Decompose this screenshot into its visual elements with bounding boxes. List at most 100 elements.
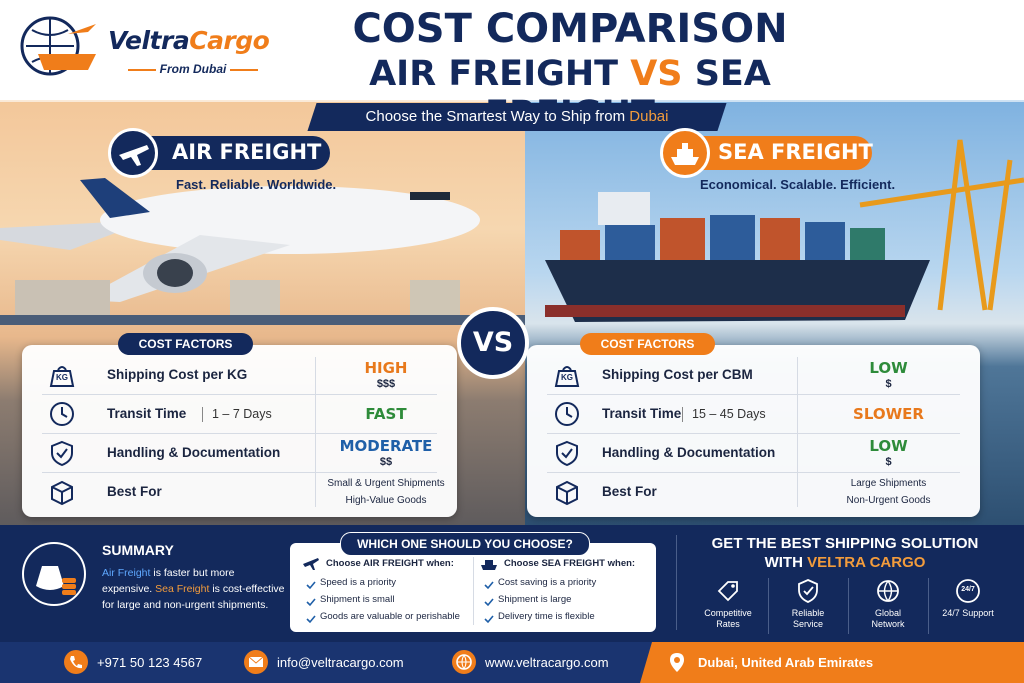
summary-icon (22, 542, 86, 606)
cta-title-1: GET THE BEST SHIPPING SOLUTION (711, 535, 979, 552)
cost-level: $$ (379, 456, 393, 468)
check-icon (484, 611, 494, 624)
cta-title: GET THE BEST SHIPPING SOLUTION WITH VELTR… (685, 534, 1005, 572)
brand-tagline-wrap: From Dubai (108, 62, 278, 76)
feature-label: 24/7 Support (942, 608, 994, 618)
choose-item: Shipment is large (498, 594, 572, 605)
subtitle: Choose the Smartest Way to Ship from Dub… (312, 103, 722, 131)
check-icon (306, 594, 316, 607)
row-divider (547, 433, 960, 434)
header (0, 0, 1024, 102)
row-divider (42, 433, 437, 434)
choose-item: Speed is a priority (320, 577, 397, 588)
brand-logo (20, 16, 96, 76)
rating: HIGH (364, 359, 408, 377)
factor-icon (553, 478, 581, 506)
choose-title: WHICH ONE SHOULD YOU CHOOSE? (340, 532, 590, 556)
choose-item: Shipment is small (320, 594, 395, 605)
feature-icon (875, 578, 901, 604)
factor: Transit Time (602, 406, 682, 421)
sea-label: SEA FREIGHT (718, 140, 873, 164)
best-for-item: Non-Urgent Goods (846, 495, 931, 506)
factor: Shipping Cost per KG (107, 367, 248, 382)
sea-label-bg (690, 136, 872, 170)
rating: SLOWER (853, 405, 924, 423)
factor-icon (48, 478, 76, 506)
brand-name: VeltraCargo (108, 26, 270, 55)
factor: Handling & Documentation (602, 445, 776, 460)
factor: Shipping Cost per CBM (602, 367, 753, 382)
cost-level: $ (885, 378, 892, 390)
row-divider (547, 394, 960, 395)
transit-note: 15 – 45 Days (692, 407, 766, 421)
factor-icon: KG (48, 361, 76, 389)
icon-text: KG (561, 373, 573, 382)
best-for-item: Large Shipments (850, 478, 927, 489)
footer-web: www.veltracargo.com (485, 655, 609, 670)
feature-label: Competitive Rates (704, 608, 752, 629)
factor: Best For (602, 484, 657, 499)
icon-text: KG (56, 373, 68, 382)
title-vs: VS (630, 54, 683, 94)
column-divider (473, 557, 474, 625)
air-cost-card: KG Shipping Cost per KG HIGH $$$ Transit Tim… (22, 345, 457, 517)
footer-location-bg (640, 642, 1024, 683)
rating: FAST (365, 405, 407, 423)
choose-item: Cost saving is a priority (498, 577, 597, 588)
summary-title: SUMMARY (102, 542, 174, 558)
choose-icon (302, 555, 320, 571)
choose-item: Delivery time is flexible (498, 611, 595, 622)
note-separator (682, 407, 683, 422)
factor-icon (48, 400, 76, 428)
choose-box: Choose AIR FREIGHT when: Speed is a prior… (290, 543, 656, 632)
summary-sea: Sea Freight (155, 583, 210, 595)
sea-icon (660, 128, 710, 178)
choose-icon (480, 555, 498, 571)
column-divider (797, 357, 798, 507)
column-divider (315, 357, 316, 507)
feature-icon (795, 578, 821, 604)
summary-air-text: is faster but more expensive. (102, 567, 235, 595)
check-icon (306, 611, 316, 624)
feature-divider (768, 578, 769, 634)
feature-divider (928, 578, 929, 634)
summary-sea-text: is cost-effective for large and non-urge… (102, 583, 285, 611)
factor-icon (553, 439, 581, 467)
summary-air: Air Freight (102, 567, 151, 579)
check-icon (484, 594, 494, 607)
rating: MODERATE (339, 437, 433, 455)
footer-phone: +971 50 123 4567 (97, 655, 203, 670)
subtitle-place: Dubai (629, 108, 669, 125)
factor-icon (553, 400, 581, 428)
transit-note: 1 – 7 Days (212, 407, 272, 421)
phone-icon (64, 650, 88, 674)
cta-title-2a: WITH (764, 554, 803, 571)
cost-level: $ (885, 456, 892, 468)
location-icon (665, 650, 689, 674)
best-for-item: Small & Urgent Shipments (327, 478, 445, 489)
feature-label: Reliable Service (791, 608, 825, 629)
choose-heading: Choose SEA FREIGHT when: (504, 558, 636, 569)
rating: LOW (869, 359, 908, 377)
cta-features: Competitive Rates Reliable Service Global … (688, 578, 1008, 638)
subtitle-text: Choose the Smartest Way to Ship from (365, 108, 626, 125)
factor: Handling & Documentation (107, 445, 281, 460)
sea-tagline: Economical. Scalable. Efficient. (700, 177, 896, 192)
footer-email: info@veltracargo.com (277, 655, 404, 670)
row-divider (42, 394, 437, 395)
title-line-1: COST COMPARISON (352, 6, 788, 52)
feature-icon: 24/7 (955, 578, 981, 604)
brand-tagline: From Dubai (159, 62, 227, 76)
check-icon (306, 577, 316, 590)
footer-location: Dubai, United Arab Emirates (698, 655, 874, 670)
rating: LOW (869, 437, 908, 455)
factor: Transit Time (107, 406, 187, 421)
icon-text: 24/7 (961, 586, 975, 593)
air-factors-title: COST FACTORS (118, 333, 253, 355)
cta-title-2b: VELTRA CARGO (807, 554, 926, 571)
feature-label: Global Network (871, 608, 905, 629)
vs-badge: VS (457, 307, 529, 379)
choose-item: Goods are valuable or perishable (320, 611, 460, 622)
note-separator (202, 407, 203, 422)
divider (676, 535, 677, 630)
